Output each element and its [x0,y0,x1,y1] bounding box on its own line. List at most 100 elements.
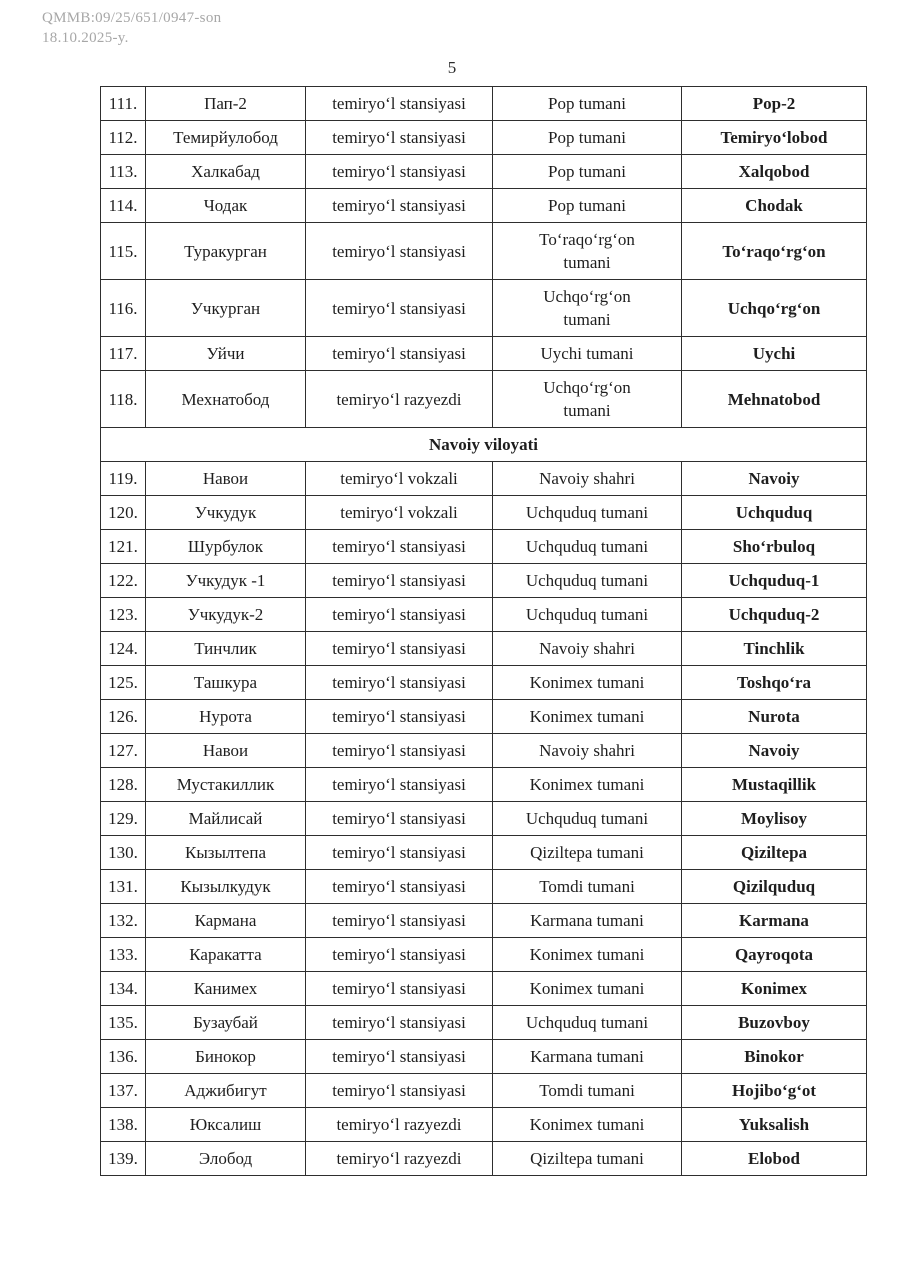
cell-district: Uchquduq tumani [492,801,682,836]
table-row: 135. Бузаубай temiryoʻl stansiyasi Uchquduq… [100,1005,867,1040]
table-row: 126. Нурота temiryoʻl stansiyasi Konimex tu… [100,699,867,734]
cell-type: temiryoʻl stansiyasi [305,529,493,564]
cell-type: temiryoʻl stansiyasi [305,563,493,598]
cell-district: Uchquduq tumani [492,1005,682,1040]
cell-district: Pop tumani [492,154,682,189]
cell-type: temiryoʻl razyezdi [305,1107,493,1142]
cell-number: 120. [100,495,146,530]
cell-old-name: Учкудук-2 [145,597,306,632]
table-row: 113. Халкабад temiryoʻl stansiyasi Pop tuma… [100,154,867,189]
cell-old-name: Ташкура [145,665,306,700]
cell-district: Uchqoʻrgʻon tumani [492,279,682,337]
page-number: 5 [447,58,457,77]
cell-old-name: Аджибигут [145,1073,306,1108]
cell-district: Navoiy shahri [492,733,682,768]
table-row: 111. Пап-2 temiryoʻl stansiyasi Pop tumani P… [100,86,867,121]
cell-new-name: Buzovboy [681,1005,867,1040]
section-title: Navoiy viloyati [100,427,867,462]
cell-number: 126. [100,699,146,734]
cell-new-name: Uchquduq-2 [681,597,867,632]
cell-new-name: Qayroqota [681,937,867,972]
cell-new-name: Hojiboʻgʻot [681,1073,867,1108]
cell-type: temiryoʻl stansiyasi [305,336,493,371]
cell-new-name: Qiziltepa [681,835,867,870]
cell-new-name: Nurota [681,699,867,734]
cell-old-name: Канимех [145,971,306,1006]
cell-number: 121. [100,529,146,564]
cell-number: 139. [100,1141,146,1176]
table-row: 122. Учкудук -1 temiryoʻl stansiyasi Uchqud… [100,563,867,598]
cell-new-name: Mustaqillik [681,767,867,802]
cell-number: 135. [100,1005,146,1040]
cell-old-name: Тинчлик [145,631,306,666]
cell-new-name: Chodak [681,188,867,223]
cell-old-name: Мустакиллик [145,767,306,802]
cell-district: Karmana tumani [492,1039,682,1074]
cell-old-name: Чодак [145,188,306,223]
cell-type: temiryoʻl vokzali [305,461,493,496]
table-row: 112. Темирйулобод temiryoʻl stansiyasi Pop … [100,120,867,155]
cell-number: 125. [100,665,146,700]
table-row: 136. Бинокор temiryoʻl stansiyasi Karmana t… [100,1039,867,1074]
cell-old-name: Кызылкудук [145,869,306,904]
table-row: 123. Учкудук-2 temiryoʻl stansiyasi Uchqudu… [100,597,867,632]
cell-type: temiryoʻl stansiyasi [305,1005,493,1040]
cell-new-name: Yuksalish [681,1107,867,1142]
cell-new-name: Elobod [681,1141,867,1176]
cell-new-name: Temiryoʻlobod [681,120,867,155]
cell-old-name: Пап-2 [145,86,306,121]
table-row: 132. Кармана temiryoʻl stansiyasi Karmana t… [100,903,867,938]
cell-old-name: Бузаубай [145,1005,306,1040]
cell-old-name: Учкурган [145,279,306,337]
cell-type: temiryoʻl razyezdi [305,1141,493,1176]
cell-new-name: Mehnatobod [681,370,867,428]
cell-number: 118. [100,370,146,428]
cell-number: 115. [100,222,146,280]
cell-type: temiryoʻl stansiyasi [305,222,493,280]
cell-number: 113. [100,154,146,189]
cell-district: Konimex tumani [492,767,682,802]
cell-number: 122. [100,563,146,598]
doc-ref-date: 18.10.2025-y. [42,30,129,46]
cell-old-name: Навои [145,733,306,768]
cell-type: temiryoʻl stansiyasi [305,279,493,337]
cell-district: Navoiy shahri [492,461,682,496]
cell-type: temiryoʻl stansiyasi [305,631,493,666]
cell-district: Uchquduq tumani [492,495,682,530]
cell-district: Uchquduq tumani [492,529,682,564]
cell-type: temiryoʻl razyezdi [305,370,493,428]
cell-district: Tomdi tumani [492,869,682,904]
cell-type: temiryoʻl stansiyasi [305,1039,493,1074]
table-row: 134. Канимех temiryoʻl stansiyasi Konimex t… [100,971,867,1006]
cell-district: Pop tumani [492,86,682,121]
cell-type: temiryoʻl stansiyasi [305,154,493,189]
table-row: 128. Мустакиллик temiryoʻl stansiyasi Konim… [100,767,867,802]
cell-type: temiryoʻl stansiyasi [305,835,493,870]
cell-number: 129. [100,801,146,836]
cell-district: Uchquduq tumani [492,563,682,598]
table-row: 129. Майлисай temiryoʻl stansiyasi Uchquduq… [100,801,867,836]
table-row: 125. Ташкура temiryoʻl stansiyasi Konimex t… [100,665,867,700]
cell-number: 134. [100,971,146,1006]
cell-type: temiryoʻl stansiyasi [305,801,493,836]
cell-number: 131. [100,869,146,904]
cell-number: 127. [100,733,146,768]
cell-old-name: Уйчи [145,336,306,371]
cell-old-name: Майлисай [145,801,306,836]
cell-new-name: Navoiy [681,733,867,768]
table-row: 117. Уйчи temiryoʻl stansiyasi Uychi tumani… [100,336,867,371]
cell-new-name: Tinchlik [681,631,867,666]
cell-district: Toʻraqoʻrgʻon tumani [492,222,682,280]
cell-new-name: Moylisoy [681,801,867,836]
cell-new-name: Qizilquduq [681,869,867,904]
cell-type: temiryoʻl stansiyasi [305,86,493,121]
table-row: 118. Мехнатобод temiryoʻl razyezdi Uchqoʻrg… [100,370,867,428]
cell-number: 112. [100,120,146,155]
cell-district: Pop tumani [492,120,682,155]
cell-type: temiryoʻl stansiyasi [305,971,493,1006]
table-row: 130. Кызылтепа temiryoʻl stansiyasi Qizilte… [100,835,867,870]
cell-old-name: Кызылтепа [145,835,306,870]
table-row: 131. Кызылкудук temiryoʻl stansiyasi Tomdi … [100,869,867,904]
cell-type: temiryoʻl stansiyasi [305,120,493,155]
cell-old-name: Бинокор [145,1039,306,1074]
